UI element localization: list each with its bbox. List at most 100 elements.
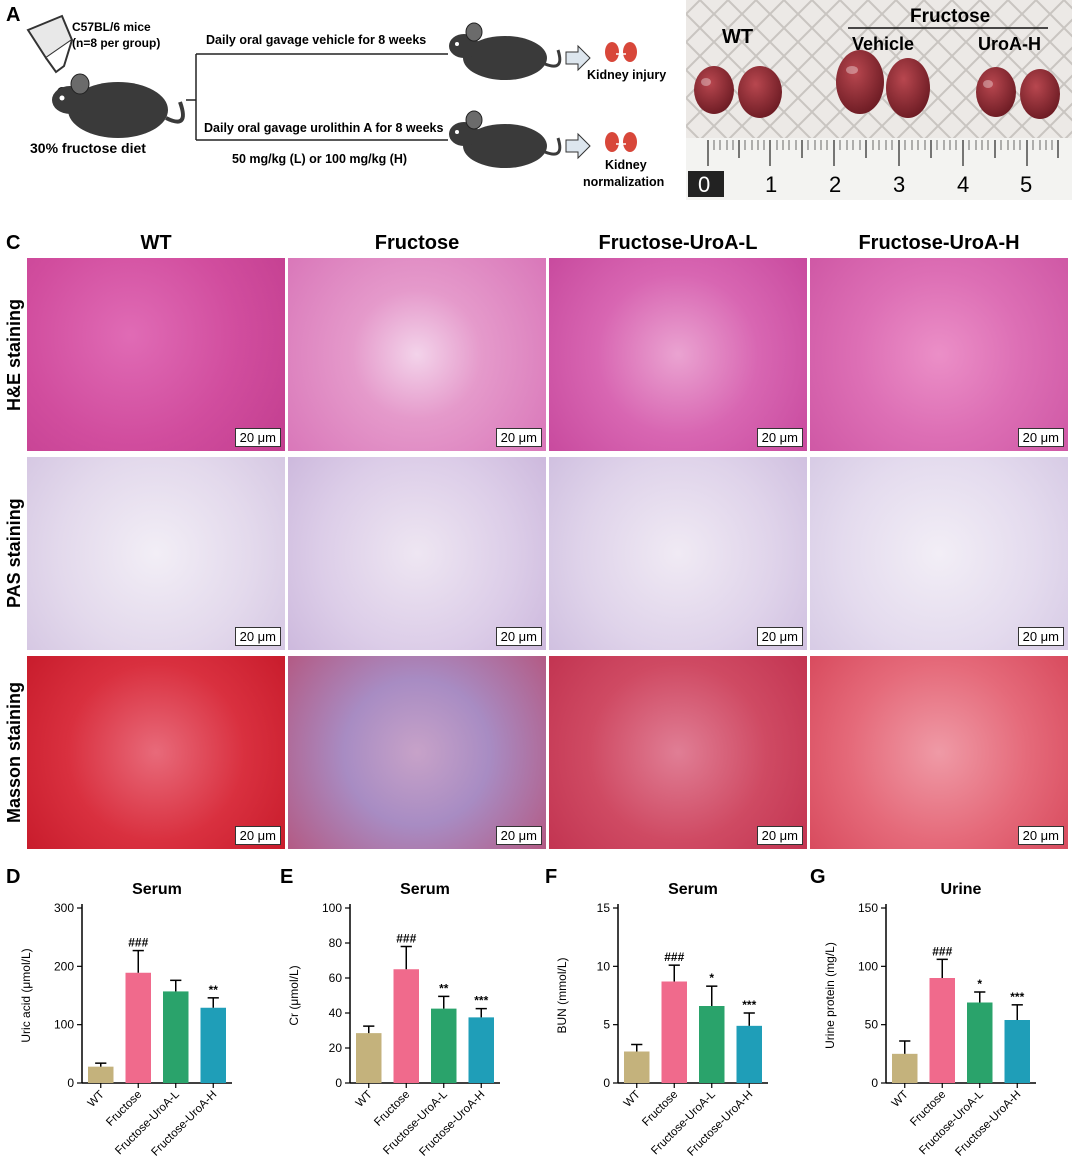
- panel-a-schematic: [0, 0, 690, 200]
- pas-image-wt: 20 μm: [27, 457, 285, 650]
- kidney-specimen: [694, 50, 1060, 119]
- he-image-wt: 20 μm: [27, 258, 285, 451]
- chart-e: Serum Cr (μmol/L) 0 20 40 60 80 100 WT ### Fructos…: [268, 870, 536, 1162]
- chart-e-svg: Serum Cr (μmol/L) 0 20 40 60 80 100 WT ### Fructos…: [287, 881, 500, 1159]
- y-tick-label: 15: [597, 901, 611, 915]
- panel-c-letter: C: [6, 232, 21, 254]
- bar: [468, 1017, 494, 1083]
- y-axis-label: Uric acid (μmol/L): [19, 948, 33, 1042]
- mouse-icon: [52, 73, 185, 138]
- photo-label-wt: WT: [722, 26, 754, 48]
- chart-title: Urine: [941, 881, 982, 898]
- panel-g-letter: G: [810, 866, 826, 888]
- he-image-fructose: 20 μm: [288, 258, 546, 451]
- row-label-he: H&E staining: [4, 298, 24, 411]
- masson-image-wt: 20 μm: [27, 656, 285, 849]
- y-tick-label: 300: [54, 901, 74, 915]
- y-tick-label: 5: [603, 1018, 610, 1032]
- bar: [967, 1002, 993, 1083]
- urolithin-arm-label: Daily oral gavage urolithin A for 8 week…: [204, 121, 444, 135]
- scale-bar: 20 μm: [756, 826, 803, 845]
- kidney-icon: [605, 132, 637, 152]
- scale-bar: 20 μm: [756, 428, 803, 447]
- y-tick-label: 0: [335, 1076, 342, 1090]
- scale-bar: 20 μm: [1017, 428, 1064, 447]
- ruler-ticks: [707, 140, 1059, 166]
- x-tick-label: Fructose-UroA-H: [417, 1089, 487, 1159]
- y-tick-label: 20: [329, 1041, 343, 1055]
- chart-f: Serum BUN (mmol/L) 0 5 10 15 WT ### Fructose * Fru…: [536, 870, 804, 1162]
- y-tick-label: 0: [871, 1076, 878, 1090]
- y-tick-label: 100: [858, 959, 878, 973]
- kidney-icon: [605, 42, 637, 62]
- bar: [736, 1025, 762, 1083]
- x-tick-label: Fructose-UroA-H: [149, 1089, 219, 1159]
- bar: [125, 972, 151, 1083]
- pas-image-uroa-h: 20 μm: [810, 457, 1068, 650]
- masson-image-fructose: 20 μm: [288, 656, 546, 849]
- scale-bar: 20 μm: [756, 627, 803, 646]
- ruler-label-1: 1: [765, 172, 778, 197]
- arrow-right-icon: [565, 132, 591, 160]
- y-tick-label: 200: [54, 959, 74, 973]
- column-header-fructose: Fructose: [374, 232, 460, 254]
- y-axis-label: Urine protein (mg/L): [823, 942, 837, 1049]
- he-image-uroa-h: 20 μm: [810, 258, 1068, 451]
- scale-bar: 20 μm: [495, 826, 542, 845]
- mouse-icon: [449, 110, 562, 168]
- chart-title: Serum: [668, 881, 718, 898]
- scale-bar: 20 μm: [495, 627, 542, 646]
- x-tick-label: WT: [890, 1089, 911, 1110]
- bar: [624, 1051, 650, 1083]
- bar: [929, 978, 955, 1083]
- y-tick-label: 50: [865, 1018, 879, 1032]
- y-tick-label: 0: [67, 1076, 74, 1090]
- pas-image-uroa-l: 20 μm: [549, 457, 807, 650]
- pas-image-fructose: 20 μm: [288, 457, 546, 650]
- significance-label: ***: [474, 994, 488, 1008]
- scale-bar: 20 μm: [1017, 826, 1064, 845]
- bar: [699, 1006, 725, 1083]
- panel-d-letter: D: [6, 866, 21, 888]
- significance-label: ***: [1010, 990, 1024, 1004]
- bar: [892, 1053, 918, 1083]
- chart-d: Serum Uric acid (μmol/L) 0 100 200 300 WT ### Fr…: [0, 870, 268, 1162]
- bar: [200, 1007, 226, 1083]
- y-tick-label: 150: [858, 901, 878, 915]
- photo-label-uroa-h: UroA-H: [978, 34, 1041, 54]
- chart-d-svg: Serum Uric acid (μmol/L) 0 100 200 300 WT ### Fr…: [19, 881, 232, 1159]
- y-axis-label: Cr (μmol/L): [287, 965, 301, 1025]
- photo-label-fructose: Fructose: [910, 6, 991, 27]
- bar: [356, 1033, 382, 1083]
- x-tick-label: Fructose-UroA-L: [917, 1088, 986, 1157]
- scale-bar: 20 μm: [234, 428, 281, 447]
- significance-label: ###: [128, 936, 148, 950]
- x-tick-label: Fructose-UroA-L: [381, 1088, 450, 1157]
- chart-title: Serum: [400, 881, 450, 898]
- kidney-normalization-label-2: normalization: [583, 175, 665, 189]
- row-label-pas: PAS staining: [4, 498, 24, 609]
- row-label-masson: Masson staining: [4, 681, 24, 824]
- significance-label: *: [977, 977, 982, 991]
- column-header-uroa-h: Fructose-UroA-H: [858, 232, 1020, 254]
- dose-label: 50 mg/kg (L) or 100 mg/kg (H): [232, 152, 408, 166]
- bar: [393, 969, 419, 1083]
- y-tick-label: 10: [597, 959, 611, 973]
- kidney-photo: [686, 0, 1072, 200]
- bar: [163, 991, 189, 1083]
- x-tick-label: WT: [86, 1089, 107, 1110]
- bar: [431, 1008, 457, 1083]
- scale-bar: 20 μm: [234, 627, 281, 646]
- chart-title: Serum: [132, 881, 182, 898]
- x-tick-label: Fructose-UroA-L: [649, 1088, 718, 1157]
- y-tick-label: 80: [329, 936, 343, 950]
- significance-label: ###: [932, 944, 952, 958]
- x-tick-label: WT: [622, 1089, 643, 1110]
- x-tick-label: Fructose-UroA-L: [113, 1088, 182, 1157]
- he-image-uroa-l: 20 μm: [549, 258, 807, 451]
- y-tick-label: 100: [54, 1018, 74, 1032]
- panel-a-letter: A: [6, 4, 21, 26]
- panel-e-letter: E: [280, 866, 294, 888]
- y-axis-label: BUN (mmol/L): [555, 957, 569, 1033]
